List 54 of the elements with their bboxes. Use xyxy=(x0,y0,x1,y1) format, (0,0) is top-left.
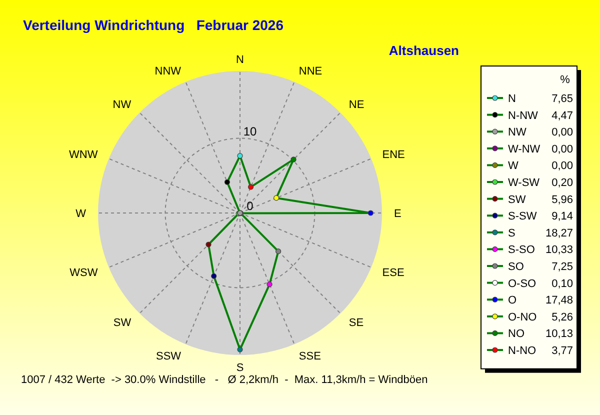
text: 0,20 xyxy=(552,177,573,189)
category-label: N xyxy=(508,93,516,105)
text: 0,00 xyxy=(552,143,573,156)
category-label: S xyxy=(508,227,516,240)
text: 9,14 xyxy=(552,210,573,223)
category-label: N-NW xyxy=(508,110,539,122)
text: 0,10 xyxy=(552,278,573,290)
spoke-label: N xyxy=(236,54,244,66)
text: 7,65 xyxy=(552,93,573,105)
text: 17,48 xyxy=(545,294,573,307)
category-label: O-SO xyxy=(508,278,537,290)
y-tick-label: 10 xyxy=(243,124,257,138)
text: 18,27 xyxy=(545,227,573,240)
text: 0,00 xyxy=(552,126,573,139)
category-label: S-SW xyxy=(508,210,538,223)
text: 5,26 xyxy=(552,311,573,324)
text: 1007 / 432 Werte -> 30.0% Windstille - Ø 2,2km/h - Max. 11,3km/h = Windböen xyxy=(21,374,428,386)
category-label: SO xyxy=(508,261,524,273)
spoke-label: ESE xyxy=(382,266,404,279)
spoke-label: WSW xyxy=(70,266,98,279)
spoke-label: E xyxy=(394,208,402,220)
text: 5,96 xyxy=(552,194,573,206)
spoke-label: S xyxy=(236,362,244,374)
spoke-label: ENE xyxy=(382,149,405,162)
text: 4,47 xyxy=(552,110,573,122)
category-label: NW xyxy=(508,126,527,139)
spoke-label: SSW xyxy=(156,350,182,362)
chart-subtitle: Altshausen xyxy=(388,43,460,58)
spoke-label: NW xyxy=(112,99,132,112)
category-label: N-NO xyxy=(508,345,537,357)
spoke-label: NE xyxy=(348,99,364,112)
spoke-label: NNE xyxy=(298,66,322,78)
spoke-label: NNW xyxy=(154,66,182,78)
chart-title: Verteilung Windrichtung Februar 2026 xyxy=(23,17,284,33)
text: 10,33 xyxy=(545,244,573,256)
category-label: O xyxy=(508,294,517,307)
spoke-label: W xyxy=(76,208,87,220)
category-label: NO xyxy=(508,328,525,340)
spoke-label: SW xyxy=(113,316,132,329)
text: 0,00 xyxy=(552,160,573,172)
spoke-label: SE xyxy=(348,316,364,329)
category-label: O-NO xyxy=(508,311,538,324)
y-tick-label: 0 xyxy=(246,199,254,213)
text: 10,13 xyxy=(545,328,573,340)
text: 3,77 xyxy=(552,345,573,357)
category-label: W xyxy=(508,160,519,172)
text: % xyxy=(560,74,570,86)
category-label: W-SW xyxy=(508,177,540,189)
category-label: S-SO xyxy=(508,244,536,256)
spoke-label: WNW xyxy=(69,149,98,162)
text: 7,25 xyxy=(552,261,573,273)
category-label: W-NW xyxy=(508,143,541,156)
spoke-label: SSE xyxy=(298,350,321,362)
category-label: SW xyxy=(508,194,526,206)
